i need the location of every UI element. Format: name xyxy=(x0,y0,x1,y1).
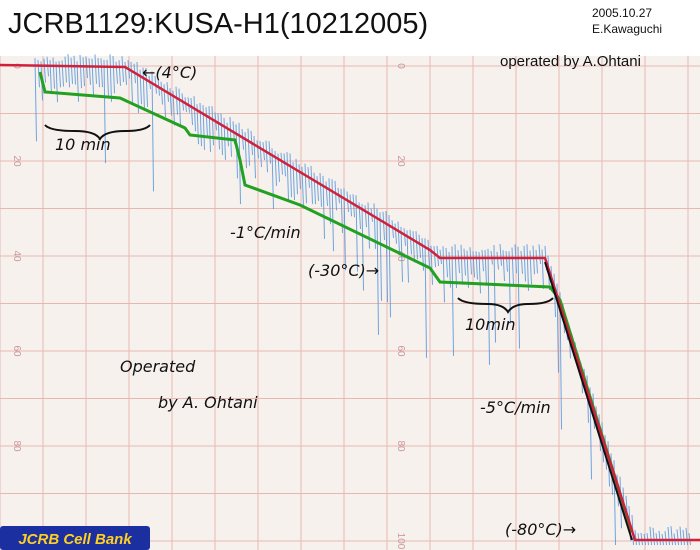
brace xyxy=(44,124,151,141)
scale-label: 100 xyxy=(395,533,406,550)
scale-label: 20 xyxy=(11,155,22,167)
annotation: by A. Ohtani xyxy=(158,393,258,412)
date: 2005.10.27 xyxy=(592,6,652,20)
traces xyxy=(0,54,700,546)
logo: JCRB Cell Bank xyxy=(18,531,132,548)
title: JCRB1129:KUSA-H1(10212005) xyxy=(8,8,428,40)
annotation: -5°C/min xyxy=(480,398,551,417)
annotation: Operated xyxy=(120,357,196,376)
brace xyxy=(457,297,554,314)
scale-label: 40 xyxy=(395,250,406,262)
scale-label: 40 xyxy=(11,250,22,262)
header-bg xyxy=(0,0,700,56)
grid: 002020404060608080100100 xyxy=(0,56,700,550)
annotation: (-80°C)→ xyxy=(505,520,576,539)
scale-label: 60 xyxy=(11,345,22,357)
red-trace xyxy=(0,63,700,542)
logo-bg xyxy=(0,526,150,550)
annotation: ←(4°C) xyxy=(142,63,197,82)
annotation: 10 min xyxy=(55,135,111,154)
annotation: (-30°C)→ xyxy=(308,261,379,280)
author: E.Kawaguchi xyxy=(592,22,662,36)
scale-label: 0 xyxy=(395,63,406,69)
scale-label: 80 xyxy=(11,440,22,452)
scale-label: 20 xyxy=(395,155,406,167)
scale-label: 60 xyxy=(395,345,406,357)
black-trace xyxy=(544,261,633,541)
scale-label: 80 xyxy=(395,440,406,452)
annotation: 10min xyxy=(465,315,516,334)
green-trace xyxy=(38,71,634,533)
operator: operated by A.Ohtani xyxy=(500,53,641,70)
annotation: -1°C/min xyxy=(230,223,301,242)
